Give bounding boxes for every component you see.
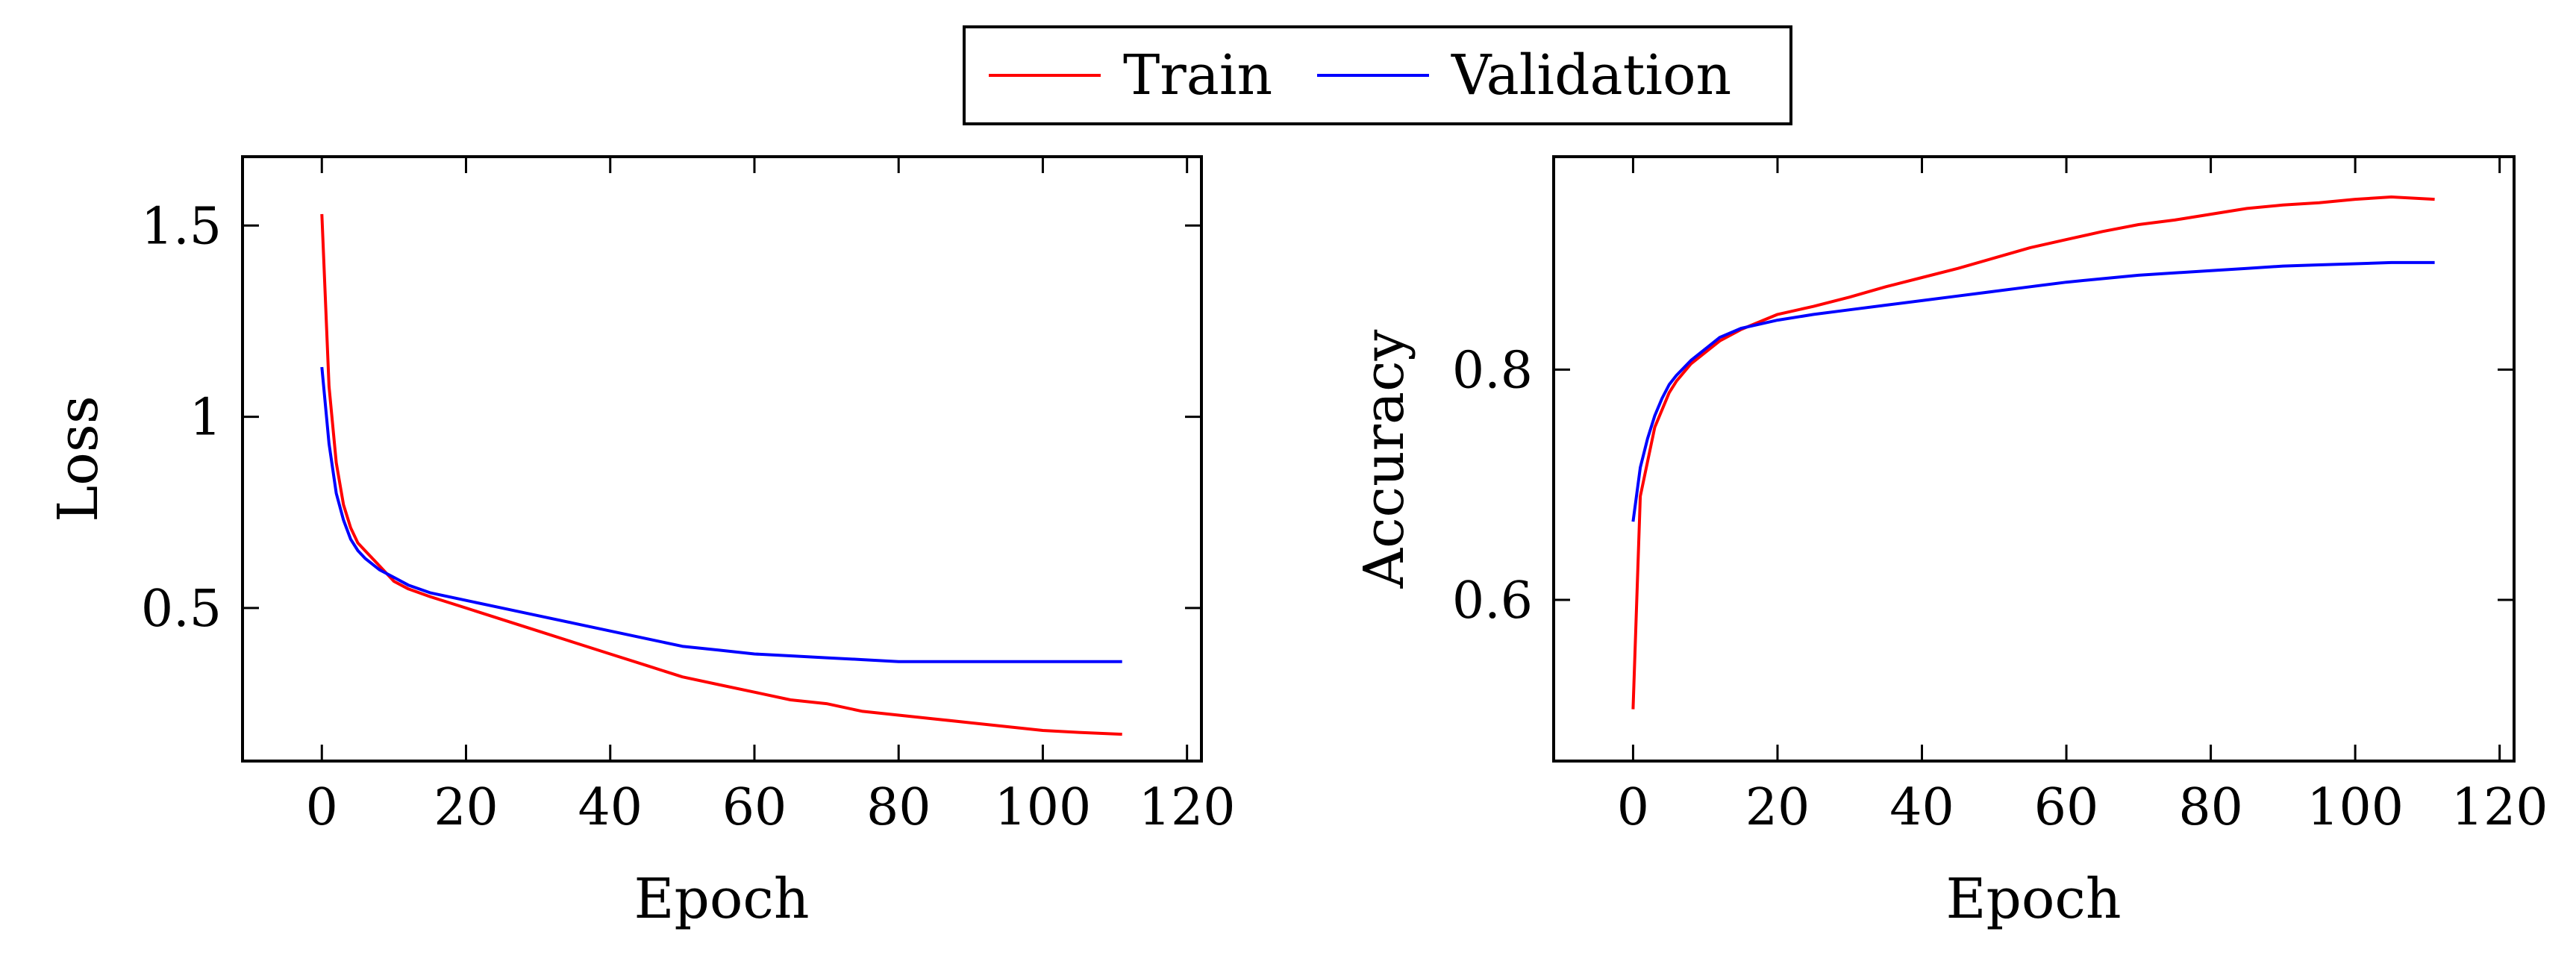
legend: Train Validation	[963, 25, 1792, 125]
accuracy-series	[1631, 195, 2435, 710]
accuracy-plot-frame	[1552, 155, 2516, 763]
accuracy-y-axis-label: Accuracy	[1352, 329, 1416, 589]
legend-train-label: Train	[1123, 43, 1272, 107]
accuracy-validation-line	[1631, 260, 2435, 522]
accuracy-xtick-label: 60	[2034, 778, 2099, 837]
loss-plot-frame	[241, 155, 1203, 763]
accuracy-xtick-label: 120	[2451, 778, 2548, 837]
accuracy-ytick-label: 0.6	[1452, 572, 1533, 630]
accuracy-xtick-label: 20	[1745, 778, 1810, 837]
loss-xtick-label: 100	[995, 778, 1092, 837]
loss-train-line	[320, 213, 1122, 736]
accuracy-chart: 0 20 40 60 80 100 120 0.6 0.8 Epoch Accuracy	[1352, 155, 2548, 931]
accuracy-train-line	[1631, 195, 2435, 710]
loss-ytick-label: 1.5	[141, 197, 222, 256]
accuracy-ytick-label: 0.8	[1452, 341, 1533, 400]
loss-ticks: 0 20 40 60 80 100 120 0.5 1 1.5	[141, 157, 1236, 837]
loss-series	[320, 213, 1122, 736]
loss-x-axis-label: Epoch	[634, 867, 809, 931]
loss-xtick-label: 20	[434, 778, 498, 837]
loss-xtick-label: 120	[1139, 778, 1236, 837]
loss-validation-line	[320, 366, 1122, 663]
loss-xtick-label: 80	[866, 778, 931, 837]
loss-xtick-label: 40	[578, 778, 643, 837]
loss-chart: 0 20 40 60 80 100 120 0.5 1 1.5 Epoch Loss	[46, 155, 1236, 931]
accuracy-xtick-label: 100	[2307, 778, 2404, 837]
loss-xtick-label: 0	[306, 778, 338, 837]
loss-ytick-label: 0.5	[141, 580, 222, 639]
loss-y-axis-label: Loss	[46, 395, 110, 522]
accuracy-xtick-label: 40	[1889, 778, 1954, 837]
accuracy-x-axis-label: Epoch	[1945, 867, 2121, 931]
legend-validation-label: Validation	[1451, 43, 1731, 107]
accuracy-xtick-label: 0	[1617, 778, 1649, 837]
loss-xtick-label: 60	[722, 778, 787, 837]
accuracy-xtick-label: 80	[2178, 778, 2243, 837]
loss-ytick-label: 1	[190, 389, 222, 448]
accuracy-ticks: 0 20 40 60 80 100 120 0.6 0.8	[1452, 157, 2548, 837]
